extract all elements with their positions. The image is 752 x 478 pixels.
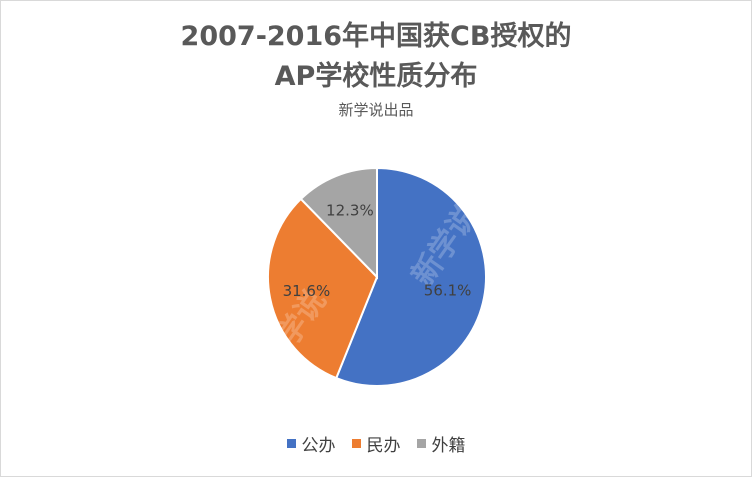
legend-item-3: 外籍 xyxy=(416,431,466,456)
pie-slices xyxy=(267,166,487,387)
pie-slice-1 xyxy=(334,166,487,387)
legend: 公办 民办 外籍 xyxy=(1,431,751,456)
legend-swatch xyxy=(286,439,296,448)
legend-item-1: 公办 xyxy=(286,431,336,456)
legend-label: 外籍 xyxy=(431,436,466,456)
chart-title-line-2: AP学校性质分布 xyxy=(274,61,478,92)
pie-slice-3 xyxy=(299,166,378,280)
data-label-3: 12.3% xyxy=(326,201,374,219)
legend-label: 民办 xyxy=(366,436,401,456)
data-labels: 56.1% 31.6% 12.3% xyxy=(283,201,472,300)
pie-slice-2 xyxy=(267,197,379,380)
legend-label: 公办 xyxy=(301,436,336,456)
data-label-1: 56.1% xyxy=(424,282,472,300)
legend-swatch xyxy=(351,439,361,448)
data-label-2: 31.6% xyxy=(283,282,331,300)
chart-title-line-1: 2007-2016年中国获CB授权的 xyxy=(180,21,572,52)
legend-swatch xyxy=(416,439,426,448)
chart-subtitle: 新学说出品 xyxy=(338,101,414,119)
chart-title: 2007-2016年中国获CB授权的 AP学校性质分布 xyxy=(1,17,751,97)
legend-item-2: 民办 xyxy=(351,431,401,456)
